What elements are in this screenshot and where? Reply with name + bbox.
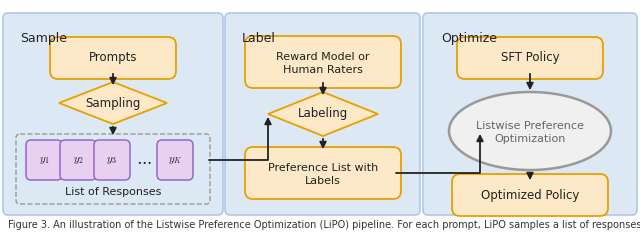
Ellipse shape xyxy=(449,92,611,170)
Text: $y_2$: $y_2$ xyxy=(72,155,83,165)
Text: SFT Policy: SFT Policy xyxy=(500,51,559,64)
FancyBboxPatch shape xyxy=(26,140,62,180)
FancyBboxPatch shape xyxy=(157,140,193,180)
Text: Preference List with: Preference List with xyxy=(268,163,378,173)
Text: Optimize: Optimize xyxy=(441,32,497,45)
Polygon shape xyxy=(59,82,167,124)
FancyBboxPatch shape xyxy=(3,13,223,215)
Text: Listwise Preference: Listwise Preference xyxy=(476,121,584,131)
Text: Labeling: Labeling xyxy=(298,108,348,121)
Text: List of Responses: List of Responses xyxy=(65,187,161,197)
FancyBboxPatch shape xyxy=(452,174,608,216)
FancyBboxPatch shape xyxy=(60,140,96,180)
Text: Optimization: Optimization xyxy=(494,134,566,144)
Text: Reward Model or: Reward Model or xyxy=(276,52,370,62)
Polygon shape xyxy=(268,92,378,136)
FancyBboxPatch shape xyxy=(457,37,603,79)
Text: $y_3$: $y_3$ xyxy=(106,155,118,165)
FancyBboxPatch shape xyxy=(94,140,130,180)
Text: $y_K$: $y_K$ xyxy=(168,155,182,165)
FancyBboxPatch shape xyxy=(50,37,176,79)
Text: $\cdots$: $\cdots$ xyxy=(136,151,152,169)
Text: Figure 3. An illustration of the Listwise Preference Optimization (LiPO) pipelin: Figure 3. An illustration of the Listwis… xyxy=(8,220,640,230)
FancyBboxPatch shape xyxy=(423,13,637,215)
Text: Human Raters: Human Raters xyxy=(283,65,363,75)
FancyBboxPatch shape xyxy=(245,147,401,199)
Text: Sampling: Sampling xyxy=(85,97,141,110)
FancyBboxPatch shape xyxy=(245,36,401,88)
Text: Optimized Policy: Optimized Policy xyxy=(481,189,579,202)
Text: $y_1$: $y_1$ xyxy=(38,155,49,165)
FancyBboxPatch shape xyxy=(225,13,420,215)
Text: Label: Label xyxy=(242,32,276,45)
Text: Prompts: Prompts xyxy=(89,51,137,64)
Text: Labels: Labels xyxy=(305,176,341,186)
Text: Sample: Sample xyxy=(20,32,67,45)
